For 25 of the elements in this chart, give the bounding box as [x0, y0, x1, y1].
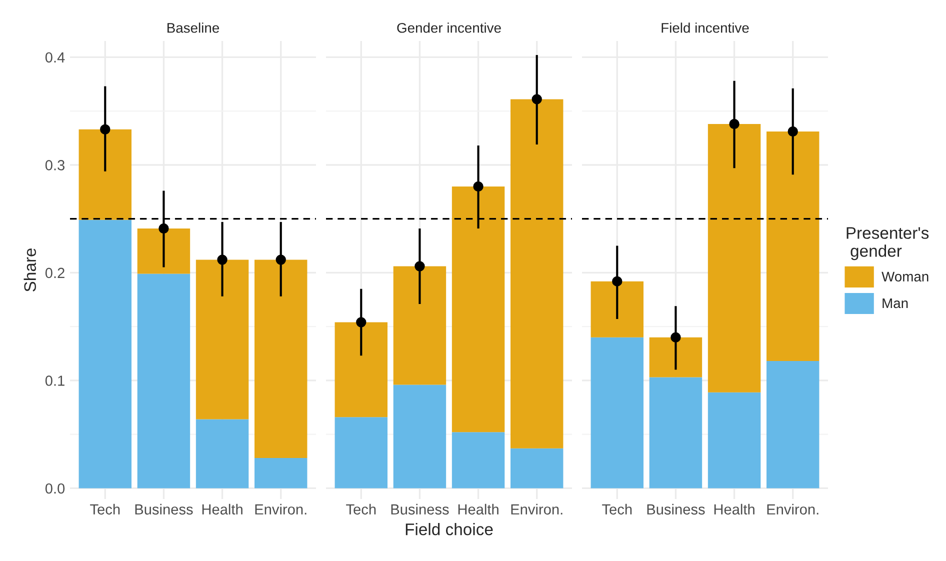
x-tick-label: Environ. — [511, 504, 562, 515]
x-tick-label: Business — [135, 504, 193, 515]
legend-label: Man — [882, 298, 908, 308]
x-tick-label: Environ. — [767, 504, 818, 515]
chart-title: Field incentive — [662, 22, 749, 33]
x-tick-label: Environ. — [255, 504, 306, 515]
y-tick-label: 0.3 — [45, 160, 64, 170]
legend-title: Presenter's gender — [846, 227, 929, 260]
x-tick-label: Health — [202, 504, 242, 515]
legend-label: Woman — [882, 272, 928, 282]
x-tick-label: Business — [647, 504, 705, 515]
y-axis-title: Share — [24, 248, 36, 292]
x-tick-label: Tech — [90, 504, 120, 515]
chart-title: Gender incentive — [397, 22, 501, 33]
y-tick-label: 0.2 — [45, 268, 64, 278]
x-tick-label: Health — [714, 504, 754, 515]
y-tick-label: 0.4 — [45, 52, 65, 63]
x-tick-label: Tech — [602, 504, 632, 515]
x-tick-label: Tech — [346, 504, 376, 515]
chart-title: Baseline — [168, 22, 220, 33]
x-axis-title: Field choice — [406, 523, 493, 536]
x-tick-label: Health — [458, 504, 498, 515]
y-tick-label: 0.1 — [45, 376, 64, 386]
y-tick-label: 0.0 — [45, 483, 65, 494]
x-tick-label: Business — [391, 504, 449, 515]
